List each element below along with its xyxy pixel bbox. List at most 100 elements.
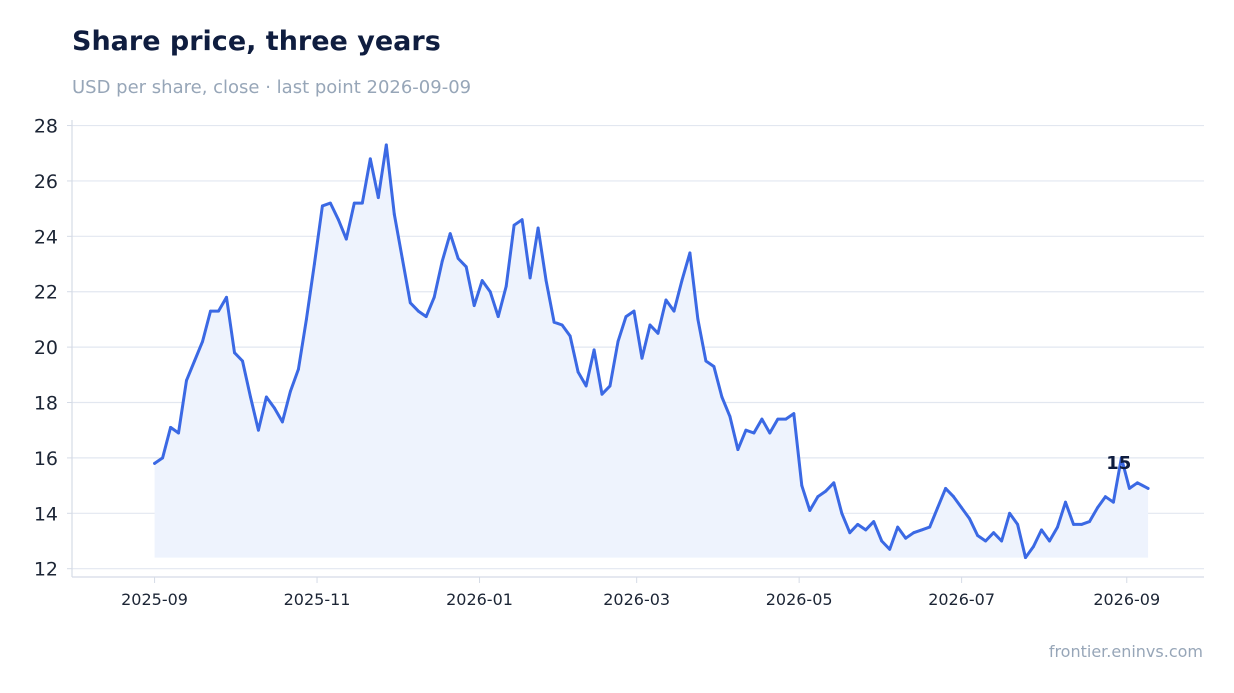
- data-point: [249, 395, 252, 399]
- data-point: [153, 462, 157, 465]
- data-point: [233, 351, 236, 355]
- data-point: [209, 309, 212, 313]
- y-tick-label: 18: [34, 393, 58, 415]
- data-point: [1128, 487, 1131, 490]
- data-point: [992, 531, 995, 535]
- data-point: [440, 259, 444, 263]
- x-axis-ticks: 2025-09 2025-11 2026-01 2026-03 2026-05 2026-…: [121, 577, 1160, 609]
- data-point: [760, 417, 764, 421]
- grid-lines: [72, 124, 1204, 570]
- data-point: [1008, 511, 1011, 515]
- chart-title: Share price, three years: [72, 26, 441, 57]
- data-point: [376, 196, 380, 200]
- data-point: [688, 251, 692, 255]
- data-point: [464, 265, 468, 269]
- data-point: [1024, 556, 1027, 559]
- data-point: [648, 323, 652, 327]
- data-point: [608, 384, 612, 388]
- data-point: [904, 536, 908, 540]
- data-point: [568, 334, 572, 338]
- data-point: [784, 417, 788, 421]
- data-point: [768, 431, 772, 435]
- data-point: [816, 495, 820, 499]
- data-point: [177, 431, 180, 435]
- x-tick-label: 2026-01: [446, 590, 513, 609]
- y-axis-ticks: 12 14 16 18 20 22 24 26 28: [34, 116, 72, 581]
- data-point: [944, 487, 947, 490]
- price-line: [153, 143, 1150, 560]
- price-area: [154, 144, 1149, 558]
- data-point: [640, 356, 644, 360]
- data-point: [1146, 487, 1150, 490]
- data-point: [592, 348, 596, 352]
- data-point: [1048, 539, 1051, 543]
- x-tick-label: 2025-11: [284, 590, 351, 609]
- data-point: [808, 509, 812, 512]
- data-point: [305, 318, 308, 321]
- area-fill: [154, 144, 1149, 558]
- data-point: [368, 157, 372, 161]
- data-point: [1000, 539, 1003, 543]
- data-point: [696, 318, 700, 321]
- data-point: [896, 525, 900, 529]
- chart-subtitle: USD per share, close · last point 2026-0…: [72, 77, 472, 98]
- data-point: [448, 232, 452, 236]
- data-point: [504, 284, 508, 288]
- data-point: [912, 531, 916, 535]
- y-tick-label: 22: [34, 282, 58, 304]
- data-point: [456, 257, 460, 260]
- data-point: [840, 511, 844, 515]
- chart-axes: [71, 120, 1204, 578]
- data-point: [169, 426, 173, 429]
- data-point: [576, 370, 580, 374]
- data-point: [1016, 523, 1019, 526]
- data-point: [384, 143, 388, 147]
- data-point: [864, 528, 868, 532]
- data-point: [329, 201, 332, 205]
- y-tick-label: 28: [34, 116, 58, 138]
- data-point: [728, 415, 732, 418]
- data-point: [352, 201, 356, 205]
- data-point: [960, 506, 963, 510]
- data-point: [1064, 500, 1067, 504]
- data-point: [321, 204, 324, 208]
- data-point: [424, 315, 428, 318]
- data-point: [432, 295, 436, 299]
- data-point: [656, 331, 660, 335]
- data-point: [344, 237, 348, 241]
- data-point: [800, 484, 804, 487]
- y-tick-label: 26: [34, 171, 58, 193]
- data-point: [265, 395, 268, 399]
- data-point: [1096, 506, 1099, 510]
- data-point: [488, 290, 492, 294]
- x-tick-label: 2026-09: [1093, 590, 1160, 609]
- y-tick-label: 12: [34, 559, 58, 581]
- data-point: [257, 428, 260, 432]
- data-point: [880, 539, 884, 543]
- data-point: [848, 531, 852, 535]
- data-point: [968, 517, 971, 521]
- data-point: [616, 340, 620, 343]
- data-point: [1056, 525, 1059, 529]
- data-point: [520, 218, 524, 222]
- data-point: [624, 315, 628, 318]
- data-point: [664, 298, 668, 302]
- data-point: [936, 506, 939, 510]
- data-point: [225, 295, 228, 299]
- data-point: [512, 223, 516, 227]
- data-point: [1136, 481, 1139, 485]
- y-tick-label: 16: [34, 448, 58, 470]
- data-point: [408, 301, 412, 305]
- data-point: [472, 304, 476, 307]
- data-point: [824, 489, 828, 493]
- data-point: [744, 428, 748, 432]
- source-credit: frontier.eninvs.com: [1048, 642, 1203, 661]
- data-point: [1120, 456, 1123, 460]
- y-tick-label: 14: [34, 503, 58, 525]
- x-tick-label: 2025-09: [121, 590, 188, 609]
- data-point: [337, 218, 340, 222]
- data-point: [984, 539, 987, 543]
- data-point: [289, 390, 292, 393]
- data-point: [680, 279, 684, 282]
